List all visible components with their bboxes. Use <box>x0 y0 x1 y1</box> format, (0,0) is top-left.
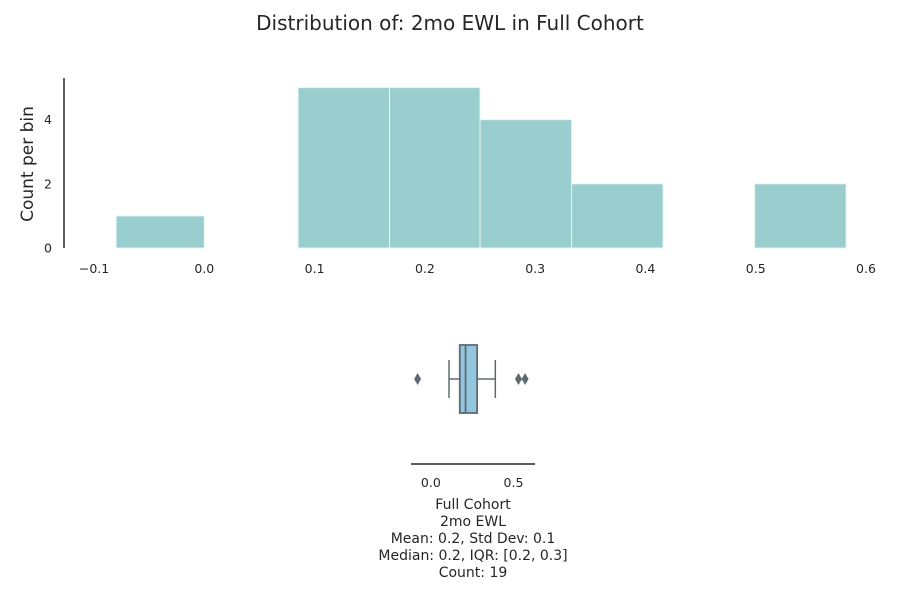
y-tick-label: 0 <box>44 241 52 256</box>
x-tick-label: 0.2 <box>415 261 435 276</box>
x-tick-label: 0.5 <box>746 261 766 276</box>
caption-line: 2mo EWL <box>440 514 506 530</box>
caption-line: Count: 19 <box>439 565 508 581</box>
y-tick-label: 4 <box>44 112 52 127</box>
histogram-bar <box>479 119 573 249</box>
outlier-point <box>414 373 422 385</box>
boxplot-x-tick-label: 0.0 <box>421 475 441 490</box>
histogram-plot: 0 2 4 −0.1 0.0 0.1 0.2 0.3 0.4 0.5 0.6 <box>44 78 876 276</box>
y-axis-label: Count per bin <box>18 106 38 222</box>
histogram-bar <box>571 183 664 249</box>
iqr-box <box>458 344 479 414</box>
outlier-point <box>514 373 522 385</box>
chart-title: Distribution of: 2mo EWL in Full Cohort <box>256 11 644 35</box>
caption-line: Full Cohort <box>435 497 511 513</box>
outlier-point <box>521 373 529 385</box>
boxplot: 0.0 0.5 <box>411 344 535 490</box>
x-tick-label: 0.1 <box>305 261 325 276</box>
histogram-bar <box>389 87 481 249</box>
boxplot-x-tick-label: 0.5 <box>504 475 524 490</box>
caption-line: Median: 0.2, IQR: [0.2, 0.3] <box>378 548 567 564</box>
histogram-bar <box>115 215 205 249</box>
histogram-bar <box>754 183 847 249</box>
y-tick-label: 2 <box>44 176 52 191</box>
x-tick-label: −0.1 <box>79 261 109 276</box>
x-tick-label: 0.0 <box>194 261 214 276</box>
histogram-bar <box>297 87 391 249</box>
x-tick-label: 0.3 <box>525 261 545 276</box>
x-tick-label: 0.4 <box>635 261 655 276</box>
x-tick-label: 0.6 <box>856 261 876 276</box>
caption-line: Mean: 0.2, Std Dev: 0.1 <box>391 531 556 547</box>
